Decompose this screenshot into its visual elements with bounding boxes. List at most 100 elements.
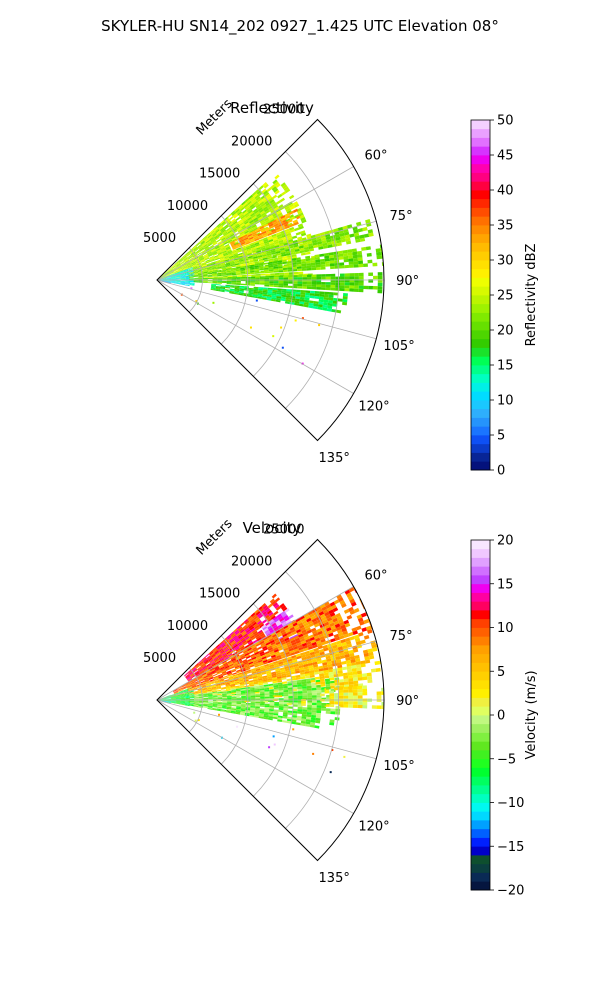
echo-cell	[251, 656, 257, 661]
echo-cell	[170, 272, 175, 275]
echo-cell	[190, 259, 195, 263]
echo-cell	[184, 274, 190, 276]
echo-cell	[215, 263, 221, 267]
colorbar-segment	[471, 242, 490, 252]
echo-cell	[290, 251, 296, 255]
echo-cell	[161, 275, 166, 279]
echo-cell	[285, 230, 291, 235]
echo-cell	[333, 228, 339, 233]
echo-cell	[182, 687, 187, 690]
echo-cell	[248, 260, 254, 263]
echo-cell	[175, 276, 181, 278]
echo-cell	[212, 702, 218, 704]
echo-cell	[325, 236, 331, 240]
echo-cell	[267, 679, 273, 683]
echo-cell	[225, 246, 231, 250]
echo-cell	[216, 685, 222, 688]
echo-cell	[250, 707, 256, 710]
echo-cell	[348, 631, 354, 637]
echo-cell	[303, 666, 309, 670]
echo-cell	[302, 284, 307, 287]
echo-cell	[243, 661, 249, 666]
echo-cell	[252, 215, 257, 220]
echo-cell	[238, 292, 244, 295]
echo-cell	[319, 673, 325, 677]
echo-cell	[165, 273, 170, 276]
echo-cell	[269, 696, 275, 699]
echo-cell	[280, 251, 286, 255]
echo-cell	[372, 286, 378, 290]
echo-cell	[333, 292, 339, 296]
echo-cell	[202, 269, 208, 272]
echo-cell	[368, 655, 375, 660]
echo-cell	[249, 211, 254, 216]
echo-cell	[215, 667, 220, 671]
echo-cell	[269, 281, 274, 284]
echo-cell	[301, 701, 306, 704]
echo-cell	[259, 219, 265, 224]
echo-cell	[310, 290, 315, 294]
echo-cell	[324, 690, 330, 694]
echo-cell	[211, 684, 216, 687]
echo-cell	[339, 273, 345, 277]
echo-cell	[200, 662, 205, 667]
echo-cell	[326, 308, 332, 312]
echo-cell	[260, 642, 266, 647]
echo-speckle	[273, 743, 276, 746]
echo-cell	[311, 692, 317, 696]
echo-cell	[264, 693, 270, 696]
echo-cell	[203, 244, 208, 248]
echo-cell	[226, 269, 231, 272]
echo-cell	[240, 267, 245, 270]
echo-cell	[292, 708, 298, 712]
echo-cell	[239, 713, 245, 716]
echo-cell	[165, 273, 170, 276]
echo-cell	[205, 259, 211, 262]
echo-cell	[259, 276, 265, 279]
echo-cell	[193, 695, 199, 697]
echo-cell	[261, 603, 267, 608]
echo-cell	[319, 651, 325, 656]
echo-cell	[180, 702, 186, 704]
echo-cell	[253, 286, 259, 289]
echo-cell	[269, 216, 275, 221]
echo-cell	[252, 234, 258, 239]
echo-cell	[171, 278, 176, 279]
echo-cell	[206, 250, 212, 254]
echo-cell	[203, 698, 209, 700]
echo-cell	[362, 649, 369, 654]
echo-cell	[173, 269, 179, 272]
echo-cell	[240, 215, 246, 220]
echo-cell	[220, 246, 226, 250]
echo-cell	[255, 666, 261, 670]
echo-cell	[184, 258, 189, 262]
echo-cell	[224, 665, 230, 669]
echo-cell	[268, 714, 274, 717]
echo-cell	[237, 626, 243, 631]
echo-cell	[195, 242, 200, 246]
echo-cell	[241, 671, 247, 674]
echo-cell	[250, 212, 255, 217]
echo-cell	[187, 678, 193, 682]
echo-cell	[231, 669, 237, 673]
echo-cell	[286, 210, 292, 215]
echo-cell	[241, 201, 246, 206]
echo-speckle	[255, 299, 258, 302]
echo-cell	[202, 267, 207, 270]
echo-cell	[263, 267, 269, 270]
echo-cell	[170, 274, 176, 276]
echo-cell	[226, 707, 232, 710]
echo-cell	[269, 709, 274, 712]
echo-cell	[211, 267, 217, 270]
echo-cell	[258, 678, 263, 681]
echo-cell	[232, 660, 238, 664]
echo-cell	[264, 271, 270, 274]
echo-cell	[293, 244, 299, 248]
echo-cell	[315, 267, 321, 270]
echo-cell	[187, 689, 193, 691]
echo-cell	[208, 650, 213, 655]
echo-cell	[246, 249, 252, 253]
echo-cell	[279, 617, 285, 622]
echo-cell	[208, 269, 213, 272]
echo-cell	[292, 275, 298, 278]
